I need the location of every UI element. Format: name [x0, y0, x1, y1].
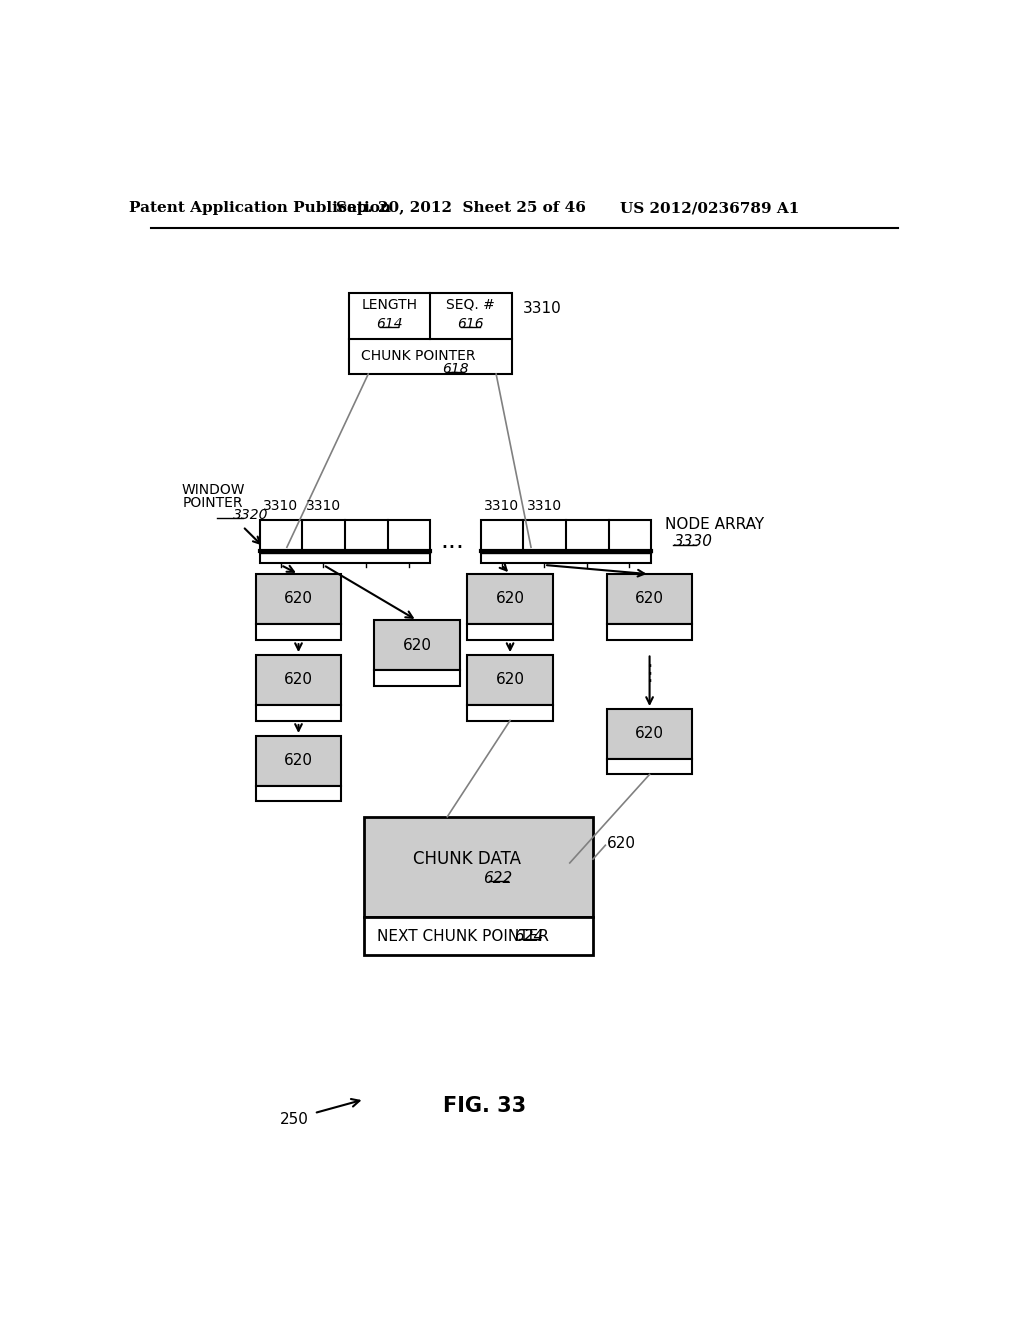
Text: 620: 620 [607, 836, 636, 851]
Text: 250: 250 [281, 1111, 309, 1127]
Text: 3310: 3310 [306, 499, 341, 513]
Bar [607, 574, 692, 624]
Bar [480, 520, 651, 562]
Bar [349, 293, 512, 374]
Bar [365, 817, 593, 917]
Bar [256, 574, 341, 624]
Text: 3320: 3320 [232, 508, 268, 521]
Bar [375, 671, 460, 686]
Text: 620: 620 [402, 638, 431, 652]
Bar [260, 520, 430, 562]
Bar [607, 759, 692, 775]
Bar [467, 705, 553, 721]
Bar [256, 655, 341, 705]
Text: LENGTH: LENGTH [361, 298, 417, 312]
Text: ⋮: ⋮ [638, 664, 660, 684]
Text: 620: 620 [284, 752, 313, 768]
Text: 620: 620 [496, 672, 524, 688]
Bar [607, 624, 692, 640]
Bar [256, 785, 341, 801]
Text: CHUNK POINTER: CHUNK POINTER [361, 350, 476, 363]
Text: 622: 622 [483, 871, 512, 886]
Bar [607, 709, 692, 759]
Text: WINDOW: WINDOW [181, 483, 245, 496]
Bar [365, 917, 593, 956]
Text: 620: 620 [496, 591, 524, 606]
Bar [467, 624, 553, 640]
Text: FIG. 33: FIG. 33 [443, 1096, 526, 1115]
Text: SEQ. #: SEQ. # [446, 298, 495, 312]
Text: 620: 620 [635, 726, 665, 741]
Bar [467, 655, 553, 705]
Text: Sep. 20, 2012  Sheet 25 of 46: Sep. 20, 2012 Sheet 25 of 46 [336, 202, 586, 215]
Text: CHUNK DATA: CHUNK DATA [413, 850, 520, 869]
Text: Patent Application Publication: Patent Application Publication [129, 202, 391, 215]
Bar [256, 737, 341, 785]
Text: NODE ARRAY: NODE ARRAY [665, 516, 764, 532]
Bar [256, 705, 341, 721]
Text: 3310: 3310 [523, 301, 562, 315]
Text: US 2012/0236789 A1: US 2012/0236789 A1 [620, 202, 799, 215]
Text: 3310: 3310 [263, 499, 298, 513]
Text: POINTER: POINTER [183, 495, 244, 510]
Text: ...: ... [440, 529, 464, 553]
Text: 3310: 3310 [484, 499, 519, 513]
Bar [375, 620, 460, 671]
Text: NEXT CHUNK POINTER: NEXT CHUNK POINTER [377, 928, 549, 944]
Text: 618: 618 [441, 362, 468, 376]
Bar [467, 574, 553, 624]
Text: 620: 620 [635, 591, 665, 606]
Text: 3310: 3310 [526, 499, 562, 513]
Text: 620: 620 [284, 672, 313, 688]
Bar [256, 624, 341, 640]
Text: 3330: 3330 [675, 535, 714, 549]
Text: 624: 624 [514, 928, 544, 944]
Text: 616: 616 [458, 317, 484, 331]
Text: 620: 620 [284, 591, 313, 606]
Text: 614: 614 [376, 317, 402, 331]
